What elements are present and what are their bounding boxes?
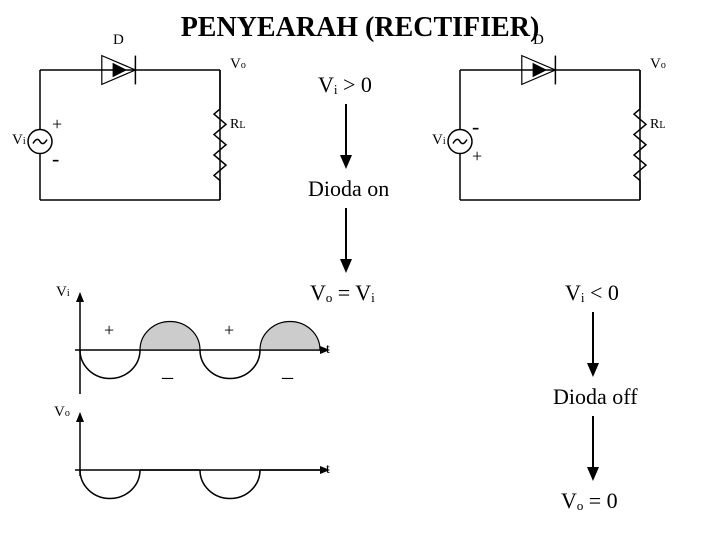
label: + <box>52 114 62 135</box>
label: Vo <box>230 56 246 73</box>
label: RL <box>230 117 245 133</box>
label: Vo <box>54 404 70 421</box>
label: Vᵢ > 0 <box>318 72 372 98</box>
label: Vi <box>12 132 26 149</box>
label: D <box>533 32 544 49</box>
label: Vᵢ < 0 <box>565 280 619 306</box>
label: Dioda off <box>553 384 638 410</box>
label: + <box>472 146 482 167</box>
label: D <box>113 32 124 49</box>
label: RL <box>650 117 665 133</box>
label: - <box>472 114 479 140</box>
label: Vi <box>432 132 446 149</box>
label: + <box>104 320 114 341</box>
label: Vₒ = Vᵢ <box>310 280 375 306</box>
label: _ <box>282 356 293 382</box>
label: t <box>326 462 330 478</box>
label: + <box>224 320 234 341</box>
label: _ <box>162 356 173 382</box>
label: t <box>326 342 330 358</box>
label: - <box>52 146 59 172</box>
label: Dioda on <box>308 176 389 202</box>
label: Vo <box>650 56 666 73</box>
label: Vₒ = 0 <box>561 488 618 514</box>
label: Vi <box>56 284 70 301</box>
